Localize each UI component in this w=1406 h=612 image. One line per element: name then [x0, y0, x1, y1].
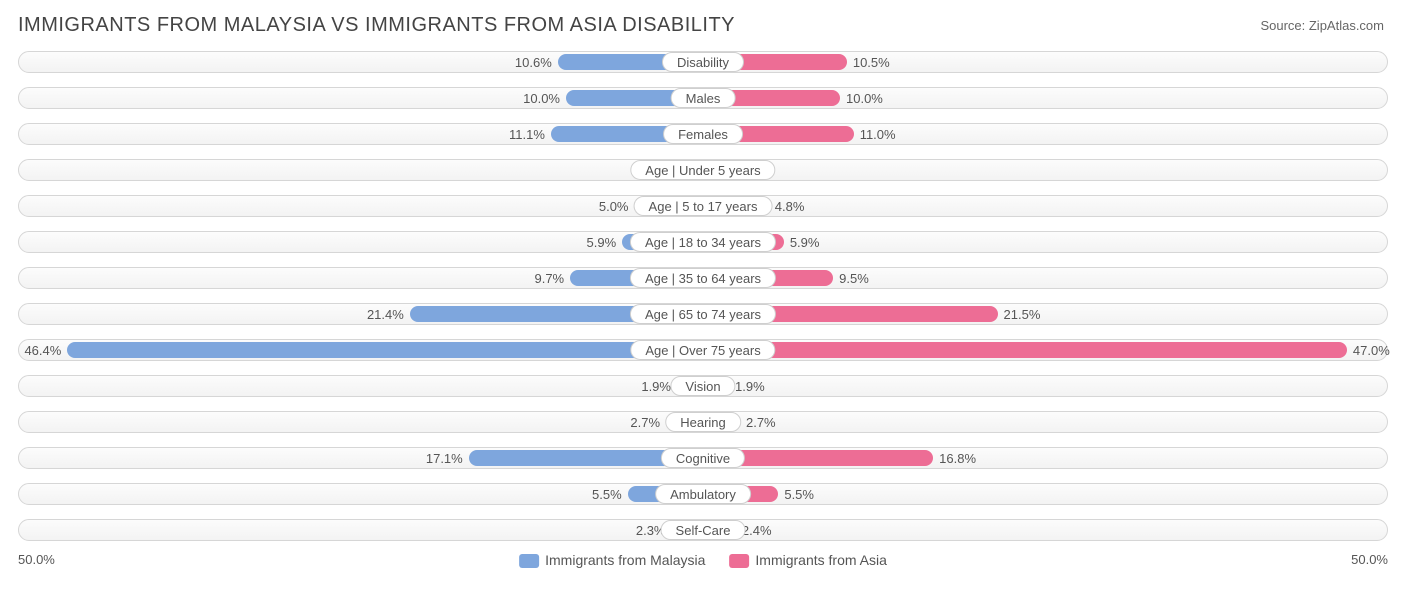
chart-row: 5.5% 5.5% Ambulatory	[18, 480, 1388, 508]
diverging-bar-chart: 10.6% 10.5% Disability 10.0% 10.0% Males 11.1%…	[18, 48, 1388, 590]
category-pill: Disability	[662, 52, 744, 72]
category-pill: Ambulatory	[655, 484, 751, 504]
category-pill: Males	[671, 88, 736, 108]
source-name: ZipAtlas.com	[1309, 18, 1384, 33]
category-pill: Age | 65 to 74 years	[630, 304, 776, 324]
legend-right-label: Immigrants from Asia	[755, 552, 886, 568]
value-right: 9.5%	[833, 264, 899, 292]
chart-row: 21.4% 21.5% Age | 65 to 74 years	[18, 300, 1388, 328]
value-left: 5.0%	[569, 192, 635, 220]
category-pill: Age | 35 to 64 years	[630, 268, 776, 288]
chart-row: 2.3%2.4%Self-Care	[18, 516, 1388, 544]
source-attribution: Source: ZipAtlas.com	[1260, 18, 1384, 33]
legend-left-label: Immigrants from Malaysia	[545, 552, 705, 568]
value-right: 5.5%	[778, 480, 844, 508]
value-left: 1.9%	[611, 372, 677, 400]
value-left: 21.4%	[344, 300, 410, 328]
value-right: 21.5%	[998, 300, 1064, 328]
value-left: 5.5%	[562, 480, 628, 508]
source-prefix: Source:	[1260, 18, 1308, 33]
chart-row: 5.0% 4.8%Age | 5 to 17 years	[18, 192, 1388, 220]
chart-row: 5.9% 5.9% Age | 18 to 34 years	[18, 228, 1388, 256]
value-right: 1.9%	[729, 372, 795, 400]
chart-row: 1.9% 1.9%Vision	[18, 372, 1388, 400]
bar-left	[67, 342, 703, 358]
category-pill: Age | Under 5 years	[630, 160, 775, 180]
bar-right	[703, 342, 1347, 358]
category-pill: Self-Care	[661, 520, 746, 540]
chart-row: 46.4%47.0%Age | Over 75 years	[18, 336, 1388, 364]
legend: Immigrants from Malaysia Immigrants from…	[519, 552, 887, 568]
value-right: 4.8%	[769, 192, 835, 220]
value-left: 46.4%	[1, 336, 67, 364]
value-left: 17.1%	[403, 444, 469, 472]
value-left: 9.7%	[504, 264, 570, 292]
chart-title: IMMIGRANTS FROM MALAYSIA VS IMMIGRANTS F…	[18, 14, 735, 37]
value-right: 10.0%	[840, 84, 906, 112]
chart-row: 1.1%1.1%Age | Under 5 years	[18, 156, 1388, 184]
value-right: 5.9%	[784, 228, 850, 256]
chart-row: 10.6% 10.5% Disability	[18, 48, 1388, 76]
legend-right: Immigrants from Asia	[729, 552, 886, 568]
chart-row: 9.7% 9.5% Age | 35 to 64 years	[18, 264, 1388, 292]
value-left: 5.9%	[556, 228, 622, 256]
axis-left-label: 50.0%	[18, 552, 55, 567]
value-left: 10.6%	[492, 48, 558, 76]
chart-row: 11.1% 11.0% Females	[18, 120, 1388, 148]
chart-row: 10.0% 10.0% Males	[18, 84, 1388, 112]
value-right: 2.7%	[740, 408, 806, 436]
value-right: 2.4%	[736, 516, 802, 544]
legend-right-swatch	[729, 554, 749, 568]
chart-rows: 10.6% 10.5% Disability 10.0% 10.0% Males 11.1%…	[18, 48, 1388, 544]
value-right: 11.0%	[854, 120, 920, 148]
category-pill: Females	[663, 124, 743, 144]
value-left: 11.1%	[485, 120, 551, 148]
value-right: 47.0%	[1347, 336, 1406, 364]
chart-row: 17.1% 16.8% Cognitive	[18, 444, 1388, 472]
category-pill: Cognitive	[661, 448, 745, 468]
axis-right-label: 50.0%	[1351, 552, 1388, 567]
value-left: 10.0%	[500, 84, 566, 112]
category-pill: Age | Over 75 years	[630, 340, 775, 360]
value-right: 10.5%	[847, 48, 913, 76]
category-pill: Age | 18 to 34 years	[630, 232, 776, 252]
value-right: 16.8%	[933, 444, 999, 472]
chart-row: 2.7% 2.7%Hearing	[18, 408, 1388, 436]
category-pill: Hearing	[665, 412, 741, 432]
category-pill: Vision	[670, 376, 735, 396]
legend-left: Immigrants from Malaysia	[519, 552, 705, 568]
value-left: 2.7%	[600, 408, 666, 436]
chart-axis: 50.0% 50.0% Immigrants from Malaysia Imm…	[18, 552, 1388, 572]
category-pill: Age | 5 to 17 years	[634, 196, 773, 216]
legend-left-swatch	[519, 554, 539, 568]
